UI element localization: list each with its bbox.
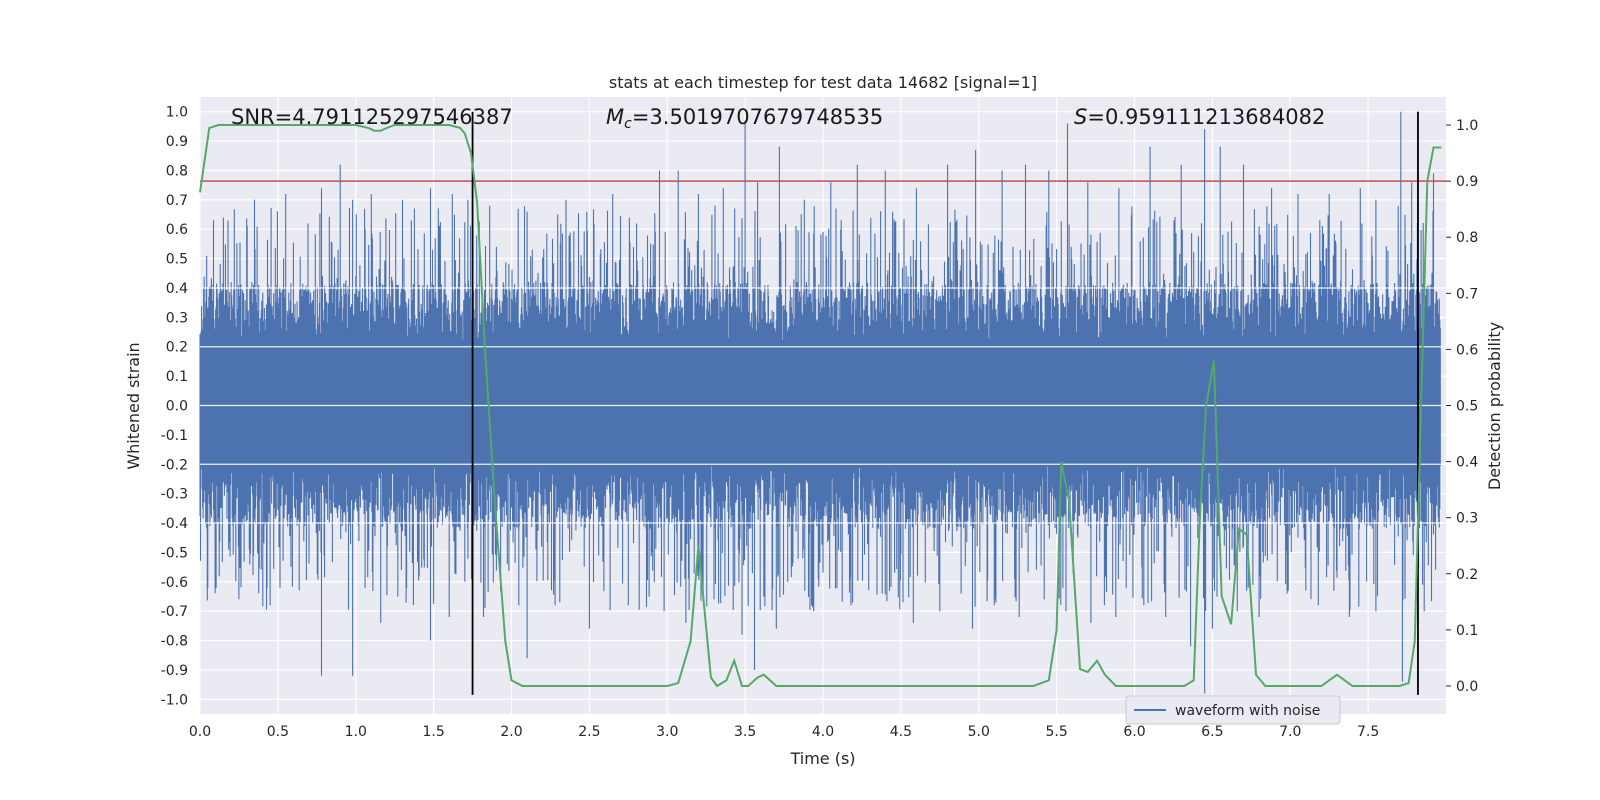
x-tick-label: 1.5 bbox=[422, 724, 444, 740]
vertical-markers bbox=[471, 111, 1419, 695]
y-tick-label-right: 0.7 bbox=[1456, 286, 1478, 302]
mc-symbol: M bbox=[606, 105, 624, 129]
x-tick-label: 0.0 bbox=[189, 724, 211, 740]
y-axis-label-left: Whitened strain bbox=[124, 342, 143, 469]
snr-annotation: SNR=4.791125297546387 bbox=[231, 105, 513, 129]
y-axis-label-right: Detection probability bbox=[1485, 322, 1504, 490]
y-tick-label-right: 0.8 bbox=[1456, 230, 1478, 246]
y-tick-label-left: 0.8 bbox=[166, 163, 188, 179]
y-tick-label-left: 0.0 bbox=[166, 399, 188, 415]
x-tick-label: 2.0 bbox=[500, 724, 522, 740]
tick-labels: 0.0 0.5 1.0 1.5 2.0 2.5 3.0 3.5 4.0 4.5 5.0 5.5 6.0 6… bbox=[161, 105, 1479, 740]
mc-annotation: Mc=3.5019707679748535 bbox=[606, 105, 883, 132]
s-value: =0.959111213684082 bbox=[1087, 105, 1325, 129]
chart-title: stats at each timestep for test data 146… bbox=[609, 73, 1037, 92]
y-tick-label-left: -0.2 bbox=[161, 457, 188, 473]
y-tick-label-right: 0.4 bbox=[1456, 455, 1478, 471]
y-tick-label-left: -1.0 bbox=[161, 692, 188, 708]
y-tick-label-left: -0.9 bbox=[161, 663, 188, 679]
x-tick-label: 4.0 bbox=[812, 724, 834, 740]
y-tick-label-left: 0.2 bbox=[166, 340, 188, 356]
y-tick-label-left: -0.5 bbox=[161, 545, 188, 561]
mc-subscript: c bbox=[624, 116, 632, 132]
probability-line bbox=[199, 124, 1442, 688]
y-tick-label-left: 0.9 bbox=[166, 134, 188, 150]
legend-box bbox=[1125, 695, 1341, 725]
y-tick-label-left: 1.0 bbox=[166, 105, 188, 121]
y-tick-label-right: 1.0 bbox=[1456, 118, 1478, 134]
y-tick-label-left: -0.1 bbox=[161, 428, 188, 444]
x-axis-label: Time (s) bbox=[789, 749, 855, 768]
x-tick-label: 7.0 bbox=[1279, 724, 1301, 740]
mc-value: =3.5019707679748535 bbox=[632, 105, 883, 129]
y-tick-label-right: 0.5 bbox=[1456, 399, 1478, 415]
y-tick-label-right: 0.2 bbox=[1456, 567, 1478, 583]
x-tick-label: 4.5 bbox=[890, 724, 912, 740]
y-tick-label-right: 0.1 bbox=[1456, 623, 1478, 639]
y-tick-label-right: 0.0 bbox=[1456, 679, 1478, 695]
y-tick-label-left: -0.8 bbox=[161, 634, 188, 650]
y-tick-label-left: 0.3 bbox=[166, 310, 188, 326]
y-tick-label-right: 0.6 bbox=[1456, 342, 1478, 358]
x-tick-label: 6.0 bbox=[1123, 724, 1145, 740]
y-tick-label-left: 0.5 bbox=[166, 252, 188, 268]
x-tick-label: 7.5 bbox=[1357, 724, 1379, 740]
s-annotation: S=0.959111213684082 bbox=[1074, 105, 1325, 129]
x-tick-label: 5.0 bbox=[968, 724, 990, 740]
y-tick-label-left: 0.4 bbox=[166, 281, 188, 297]
y-tick-label-right: 0.9 bbox=[1456, 174, 1478, 190]
y-tick-label-left: -0.7 bbox=[161, 604, 188, 620]
waveform-series bbox=[199, 111, 1446, 694]
waveform-trace bbox=[199, 111, 1441, 694]
x-tick-label: 1.0 bbox=[345, 724, 367, 740]
x-tick-label: 3.5 bbox=[734, 724, 756, 740]
y-tick-label-left: 0.6 bbox=[166, 222, 188, 238]
s-symbol: S bbox=[1074, 105, 1087, 129]
legend-label: waveform with noise bbox=[1175, 703, 1320, 719]
y-tick-label-left: -0.6 bbox=[161, 575, 188, 591]
y-tick-label-left: -0.3 bbox=[161, 487, 188, 503]
x-tick-label: 2.5 bbox=[578, 724, 600, 740]
x-tick-label: 6.5 bbox=[1201, 724, 1223, 740]
y-tick-label-left: 0.1 bbox=[166, 369, 188, 385]
x-tick-label: 0.5 bbox=[267, 724, 289, 740]
y-tick-label-left: 0.7 bbox=[166, 193, 188, 209]
legend: waveform with noise bbox=[1125, 695, 1341, 725]
y-tick-label-right: 0.3 bbox=[1456, 511, 1478, 527]
probability-series bbox=[199, 124, 1442, 688]
x-tick-label: 5.5 bbox=[1045, 724, 1067, 740]
x-tick-label: 3.0 bbox=[656, 724, 678, 740]
y-tick-label-left: -0.4 bbox=[161, 516, 188, 532]
